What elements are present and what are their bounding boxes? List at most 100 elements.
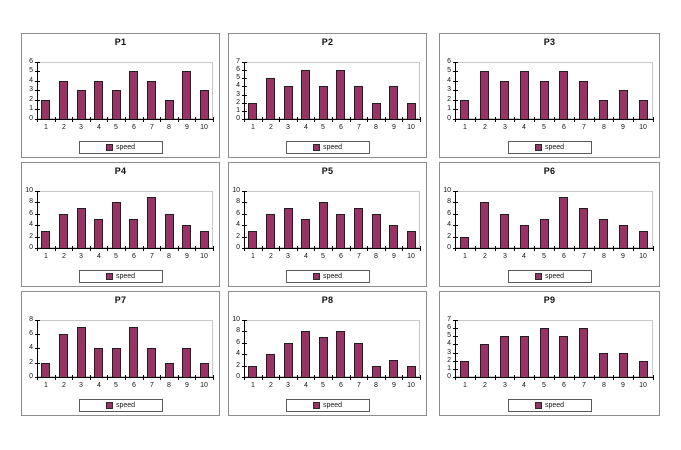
bar bbox=[559, 197, 568, 248]
x-axis-tick bbox=[195, 246, 196, 251]
x-tick-label: 5 bbox=[321, 382, 325, 389]
x-axis-tick bbox=[125, 375, 126, 380]
bar bbox=[619, 353, 628, 377]
bar bbox=[319, 337, 328, 377]
x-tick-label: 8 bbox=[602, 382, 606, 389]
y-tick-label: 0 bbox=[29, 373, 33, 380]
bar bbox=[200, 231, 209, 248]
x-tick-label: 10 bbox=[407, 253, 415, 260]
y-axis-tick bbox=[242, 111, 247, 112]
bar bbox=[112, 202, 121, 248]
y-axis bbox=[244, 191, 245, 249]
bar bbox=[639, 231, 648, 248]
y-axis-tick bbox=[35, 81, 40, 82]
bar bbox=[165, 214, 174, 248]
bar bbox=[579, 208, 588, 248]
bar bbox=[41, 363, 50, 377]
y-axis bbox=[244, 320, 245, 378]
x-axis-tick bbox=[55, 375, 56, 380]
y-tick-label: 7 bbox=[236, 58, 240, 65]
x-axis-tick bbox=[279, 375, 280, 380]
legend: speed bbox=[285, 399, 370, 412]
x-axis-tick bbox=[37, 246, 38, 251]
bar bbox=[59, 334, 68, 377]
x-tick-label: 4 bbox=[304, 124, 308, 131]
y-axis-tick bbox=[35, 348, 40, 349]
x-axis-tick bbox=[262, 117, 263, 122]
bar bbox=[460, 100, 469, 119]
x-tick-label: 7 bbox=[582, 382, 586, 389]
bar bbox=[248, 103, 257, 119]
bar bbox=[59, 81, 68, 119]
x-tick-label: 6 bbox=[339, 253, 343, 260]
x-tick-label: 7 bbox=[150, 382, 154, 389]
y-tick-label: 0 bbox=[447, 115, 451, 122]
bar bbox=[480, 344, 489, 377]
bar bbox=[165, 363, 174, 377]
x-tick-label: 8 bbox=[602, 124, 606, 131]
y-tick-label: 2 bbox=[29, 233, 33, 240]
y-tick-label: 3 bbox=[236, 91, 240, 98]
x-tick-label: 3 bbox=[79, 382, 83, 389]
y-axis-tick bbox=[242, 225, 247, 226]
x-axis-tick bbox=[107, 375, 108, 380]
x-tick-label: 1 bbox=[463, 253, 467, 260]
y-axis-tick bbox=[453, 214, 458, 215]
x-axis-tick bbox=[72, 246, 73, 251]
x-axis-tick bbox=[653, 246, 654, 251]
chart-title: P5 bbox=[321, 166, 334, 176]
x-tick-label: 10 bbox=[639, 382, 647, 389]
x-axis-tick bbox=[495, 375, 496, 380]
x-axis-tick bbox=[420, 375, 421, 380]
y-axis-tick bbox=[453, 90, 458, 91]
x-tick-label: 10 bbox=[407, 382, 415, 389]
x-axis-tick bbox=[653, 375, 654, 380]
x-axis-tick bbox=[332, 375, 333, 380]
x-tick-label: 6 bbox=[562, 253, 566, 260]
x-tick-label: 5 bbox=[321, 253, 325, 260]
chart-title: P1 bbox=[114, 37, 127, 47]
legend-label: speed bbox=[544, 402, 565, 409]
bar bbox=[336, 214, 345, 248]
x-axis-tick bbox=[613, 117, 614, 122]
bar bbox=[94, 219, 103, 248]
x-tick-label: 8 bbox=[167, 382, 171, 389]
y-axis-tick bbox=[453, 225, 458, 226]
bar bbox=[94, 81, 103, 119]
x-tick-label: 3 bbox=[286, 253, 290, 260]
x-axis-tick bbox=[514, 375, 515, 380]
x-axis-tick bbox=[367, 375, 368, 380]
x-tick-label: 2 bbox=[483, 253, 487, 260]
bar bbox=[147, 348, 156, 377]
x-tick-label: 8 bbox=[602, 253, 606, 260]
x-tick-label: 1 bbox=[463, 382, 467, 389]
x-tick-label: 3 bbox=[79, 253, 83, 260]
x-axis-tick bbox=[297, 375, 298, 380]
x-axis-tick bbox=[554, 246, 555, 251]
y-axis-tick bbox=[453, 62, 458, 63]
y-tick-label: 4 bbox=[29, 344, 33, 351]
x-axis-tick bbox=[178, 375, 179, 380]
y-axis-tick bbox=[242, 214, 247, 215]
y-axis-tick bbox=[453, 202, 458, 203]
y-axis-tick bbox=[453, 320, 458, 321]
y-tick-label: 4 bbox=[447, 221, 451, 228]
y-tick-label: 10 bbox=[443, 187, 451, 194]
y-axis-tick bbox=[242, 354, 247, 355]
x-axis-tick bbox=[37, 375, 38, 380]
y-axis-tick bbox=[453, 100, 458, 101]
legend-label: speed bbox=[544, 273, 565, 280]
x-axis-tick bbox=[55, 246, 56, 251]
x-axis-tick bbox=[213, 246, 214, 251]
x-tick-label: 3 bbox=[286, 124, 290, 131]
x-axis-tick bbox=[37, 117, 38, 122]
x-axis-tick bbox=[613, 375, 614, 380]
x-tick-label: 4 bbox=[522, 124, 526, 131]
y-axis-tick bbox=[35, 225, 40, 226]
x-tick-label: 7 bbox=[150, 124, 154, 131]
x-axis-tick bbox=[90, 375, 91, 380]
bar bbox=[460, 237, 469, 248]
y-tick-label: 5 bbox=[447, 67, 451, 74]
y-tick-label: 1 bbox=[29, 105, 33, 112]
